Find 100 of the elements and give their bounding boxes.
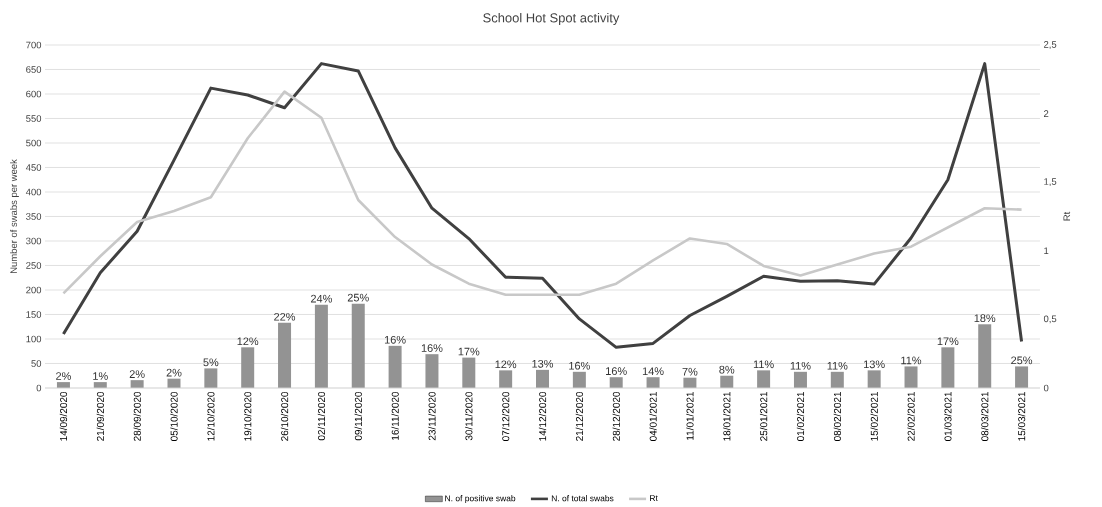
- annotation: 16%: [384, 336, 406, 344]
- x-tick-label: 08/02/2021: [833, 392, 841, 442]
- annotation: 11%: [790, 362, 811, 370]
- x-tick-label: 19/10/2020: [244, 392, 252, 441]
- annotation: 22%: [274, 313, 296, 321]
- y-tick-label: 450: [25, 164, 42, 171]
- annotation: 12%: [495, 360, 517, 369]
- y2-tick-label: 0,5: [1043, 315, 1057, 324]
- y-axis-title: Number of swabs per week: [10, 159, 19, 274]
- annotation: 11%: [901, 356, 922, 365]
- bar: [572, 371, 586, 389]
- bar: [720, 375, 734, 389]
- x-tick-label: 28/09/2020: [133, 392, 141, 442]
- x-tick-label: 14/09/2020: [59, 392, 68, 441]
- bar: [941, 347, 955, 389]
- x-tick-label: 21/09/2020: [96, 392, 104, 442]
- x-tick-label: 14/12/2020: [538, 392, 547, 441]
- y2-axis-title: Rt: [1063, 211, 1071, 221]
- annotation: 25%: [347, 293, 369, 302]
- y-tick-label: 50: [31, 360, 42, 367]
- y-tick-label: 500: [26, 139, 42, 147]
- annotation: 17%: [458, 347, 480, 356]
- bar: [978, 324, 992, 389]
- x-tick-label: 11/01/2021: [686, 392, 694, 441]
- y2-tick-label: 1,5: [1044, 178, 1057, 187]
- y-tick-label: 700: [26, 41, 42, 49]
- x-tick-label: 01/03/2021: [944, 392, 952, 442]
- annotation: 7%: [682, 368, 698, 376]
- annotation: 14%: [642, 367, 664, 376]
- bar: [499, 370, 513, 389]
- x-tick-label: 26/10/2020: [280, 392, 289, 442]
- bar: [609, 377, 623, 389]
- annotation: 18%: [974, 314, 996, 323]
- annotation: 2%: [56, 372, 71, 381]
- bar: [462, 357, 476, 389]
- x-tick-label: 04/01/2021: [649, 392, 657, 442]
- bar: [278, 322, 292, 389]
- bar: [425, 354, 439, 389]
- x-tick-label: 15/02/2021: [870, 392, 878, 441]
- x-tick-label: 09/11/2020: [354, 392, 362, 441]
- y-tick-label: 400: [25, 188, 42, 196]
- annotation: 12%: [237, 337, 259, 346]
- y-tick-label: 550: [26, 115, 42, 122]
- chart-title: School Hot Spot activity: [483, 13, 620, 26]
- legend-label: N. of total swabs: [551, 495, 614, 502]
- x-tick-label: 07/12/2020: [502, 392, 510, 442]
- annotation: 2%: [166, 368, 182, 377]
- bar: [388, 346, 402, 389]
- y-tick-label: 350: [26, 213, 42, 220]
- y2-tick-label: 2: [1043, 110, 1049, 118]
- y2-tick-label: 2,5: [1043, 41, 1057, 50]
- bar: [1015, 366, 1029, 389]
- annotation: 5%: [203, 358, 219, 367]
- bar: [204, 368, 218, 389]
- x-tick-label: 05/10/2020: [170, 392, 178, 442]
- x-tick-label: 16/11/2020: [391, 392, 399, 441]
- bar: [793, 371, 807, 389]
- bar: [867, 370, 881, 389]
- x-tick-label: 15/03/2021: [1017, 392, 1026, 441]
- legend-label: Rt: [650, 495, 658, 502]
- y2-tick-label: 1: [1044, 247, 1049, 255]
- y-tick-label: 100: [26, 335, 42, 343]
- bar: [241, 347, 255, 389]
- x-tick-label: 30/11/2020: [465, 392, 473, 441]
- y-tick-label: 300: [26, 237, 42, 245]
- y-tick-label: 250: [26, 262, 42, 269]
- legend-label: N. of positive swab: [445, 495, 516, 504]
- x-tick-label: 21/12/2020: [575, 392, 584, 442]
- annotation: 16%: [569, 362, 590, 370]
- bar: [351, 303, 365, 389]
- x-tick-label: 08/03/2021: [981, 392, 989, 442]
- y-tick-label: 150: [26, 311, 42, 318]
- y-tick-label: 0: [36, 384, 42, 392]
- annotation: 17%: [937, 337, 959, 346]
- x-tick-label: 02/11/2020: [317, 392, 326, 441]
- y2-tick-label: 0: [1043, 384, 1049, 392]
- bar: [904, 366, 918, 389]
- x-tick-label: 01/02/2021: [796, 392, 805, 442]
- bar: [536, 370, 549, 389]
- annotation: 8%: [719, 365, 735, 374]
- bar: [314, 304, 328, 389]
- annotation: 2%: [129, 370, 145, 379]
- x-tick-label: 18/01/2021: [723, 392, 731, 441]
- x-tick-label: 22/02/2021: [907, 392, 915, 442]
- annotation: 13%: [864, 360, 885, 369]
- y-tick-label: 200: [26, 286, 42, 294]
- bar: [830, 371, 844, 389]
- annotation: 24%: [310, 294, 332, 303]
- bar: [646, 377, 660, 389]
- annotation: 1%: [93, 372, 108, 381]
- x-tick-label: 23/11/2020: [428, 392, 436, 441]
- y-tick-label: 650: [26, 66, 42, 73]
- annotation: 25%: [1011, 356, 1033, 365]
- annotation: 16%: [421, 344, 443, 353]
- y-tick-label: 600: [26, 90, 42, 98]
- x-tick-label: 28/12/2020: [612, 392, 620, 442]
- x-tick-label: 12/10/2020: [207, 392, 215, 441]
- annotation: 16%: [606, 367, 627, 376]
- annotation: 11%: [827, 362, 848, 370]
- annotation: 11%: [753, 360, 774, 369]
